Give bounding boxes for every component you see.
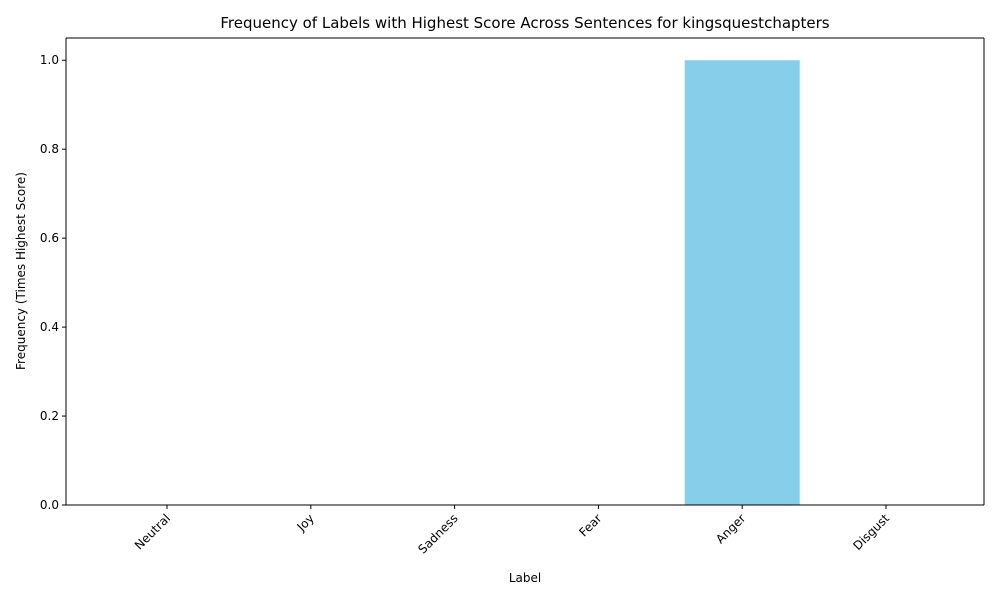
x-tick-label: Sadness xyxy=(415,511,460,556)
y-tick-label: 0.8 xyxy=(40,142,59,156)
x-tick-label: Anger xyxy=(713,511,748,546)
chart-title: Frequency of Labels with Highest Score A… xyxy=(220,14,829,32)
x-tick-label: Disgust xyxy=(850,511,892,553)
y-tick-label: 1.0 xyxy=(40,53,59,67)
y-axis-label: Frequency (Times Highest Score) xyxy=(14,172,28,370)
bar-anger xyxy=(684,60,800,505)
x-tick-label: Neutral xyxy=(132,511,173,552)
y-tick-label: 0.0 xyxy=(40,498,59,512)
y-tick-label: 0.4 xyxy=(40,320,59,334)
x-tick-label: Joy xyxy=(294,511,317,534)
y-tick-label: 0.6 xyxy=(40,231,59,245)
y-tick-label: 0.2 xyxy=(40,409,59,423)
bars-layer xyxy=(684,60,800,505)
x-axis-ticks: Neutral Joy Sadness Fear Anger Disgust xyxy=(132,505,892,557)
x-tick-label: Fear xyxy=(576,511,604,539)
x-axis-label: Label xyxy=(509,571,541,585)
y-axis-ticks: 0.0 0.2 0.4 0.6 0.8 1.0 xyxy=(40,53,66,512)
